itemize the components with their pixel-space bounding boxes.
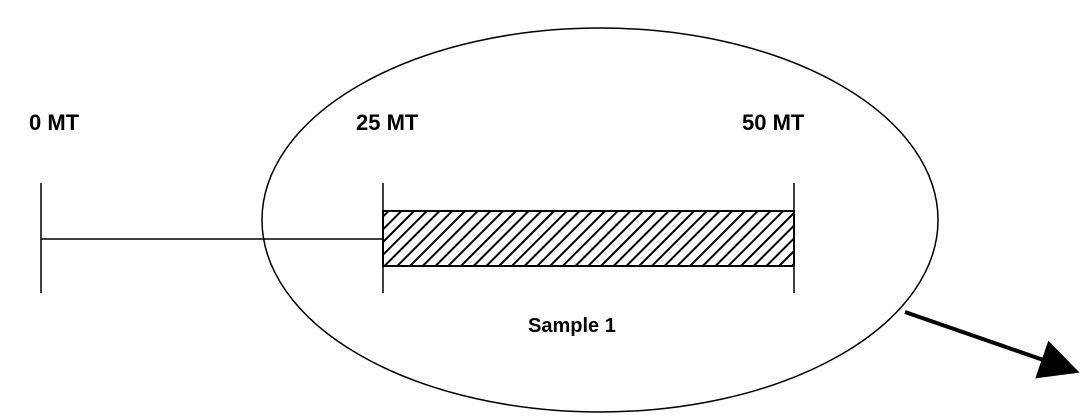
tick-label-50: 50 MT bbox=[742, 110, 805, 135]
outgoing-arrow bbox=[904, 310, 1080, 379]
highlight-ellipse bbox=[261, 27, 939, 413]
sample-label: Sample 1 bbox=[528, 315, 616, 337]
tick-label-0: 0 MT bbox=[29, 110, 80, 135]
sample-segment bbox=[382, 210, 795, 267]
tick-label-25: 25 MT bbox=[356, 110, 419, 135]
